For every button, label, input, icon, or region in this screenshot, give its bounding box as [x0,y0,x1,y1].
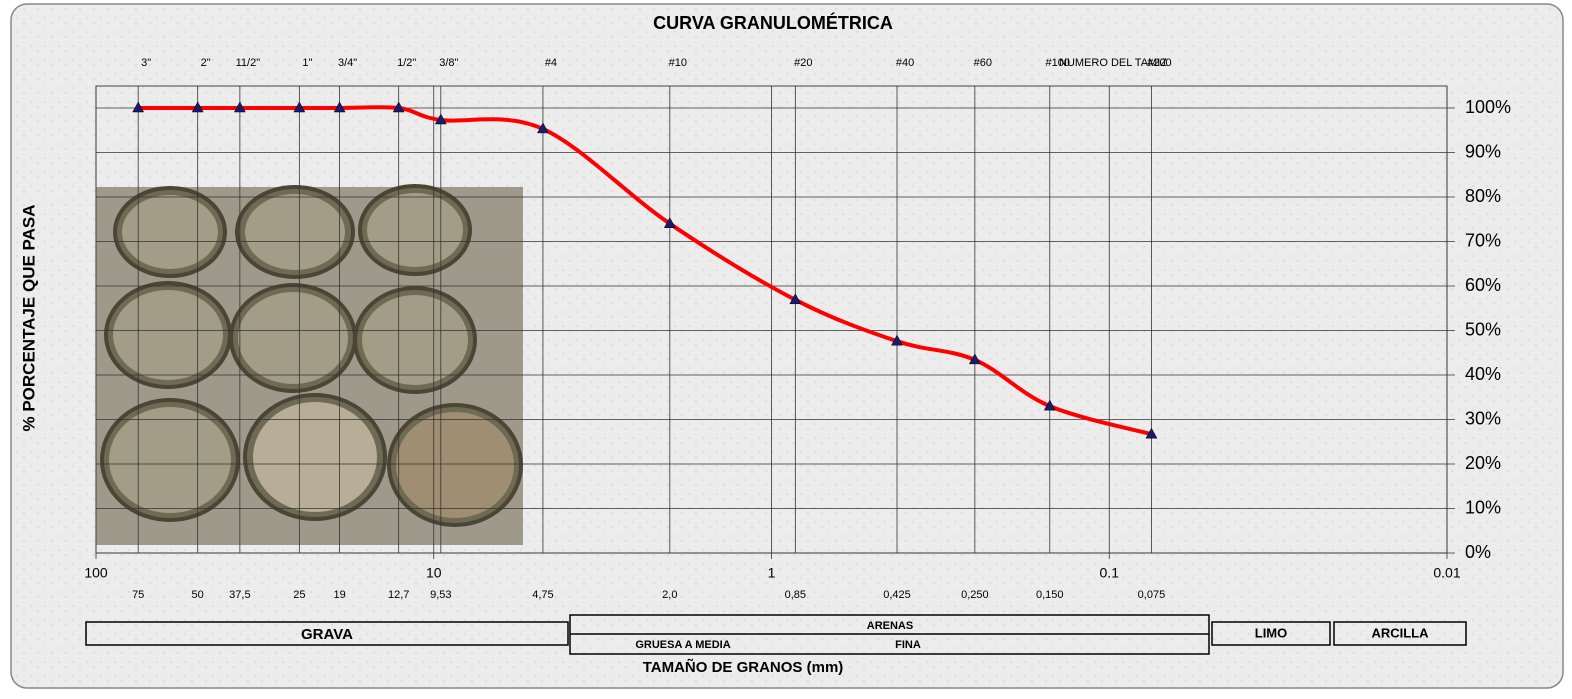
sieve-label: #200 [1147,57,1171,69]
point-marker [789,293,802,305]
size-label: 37,5 [229,589,250,601]
size-label: 0,250 [961,589,989,601]
size-label: 50 [192,589,204,601]
sieve-label: 3/8" [439,57,458,69]
sieve-label: #100 [1046,57,1070,69]
point-marker [891,334,903,346]
sieve-header: NUMERO DEL TAMIZ [1059,57,1167,69]
chart-title: CURVA GRANULOMÉTRICA [653,12,893,33]
sieve-label: #4 [545,57,557,69]
soil-class-boxes [85,614,1467,655]
y-tick-label: 10% [1465,497,1501,517]
soil-class: LIMO [1255,625,1288,640]
y-tick-label: 60% [1465,275,1501,295]
size-label: 0,85 [785,589,806,601]
point-marker [537,122,549,134]
point-marker [1043,399,1056,411]
soil-subclass: GRUESA A MEDIA [635,639,730,651]
y-tick-label: 80% [1465,186,1501,206]
sieve-photo [96,184,523,545]
x-tick-label: 100 [84,565,108,581]
y-tick-label: 90% [1465,141,1501,161]
size-label: 75 [132,589,144,601]
sieve-label: #40 [896,57,914,69]
size-label: 0,425 [883,589,911,601]
size-label: 2,0 [662,589,677,601]
point-marker [293,101,306,113]
y-tick-label: 0% [1465,542,1491,562]
size-label: 0,150 [1036,589,1064,601]
y-tick-label: 70% [1465,230,1501,250]
x-tick-label: 0.01 [1433,565,1460,581]
y-tick-label: 20% [1465,453,1501,473]
size-label: 4,75 [532,589,553,601]
sieve-label: 3" [141,57,151,69]
point-marker [233,101,246,113]
point-marker [132,101,145,113]
point-marker [968,353,981,365]
sieve-label: 3/4" [338,57,357,69]
point-marker [392,101,405,113]
y-axis-label: % PORCENTAJE QUE PASA [19,204,38,431]
sieve-label: 11/2" [236,57,261,69]
y-tick-label: 40% [1465,364,1501,384]
sieve-label: 1/2" [397,57,416,69]
soil-class: GRAVA [301,626,353,643]
x-tick-label: 0.1 [1100,565,1120,581]
size-label: 25 [293,589,305,601]
x-tick-label: 10 [426,565,442,581]
x-tick-label: 1 [768,565,776,581]
soil-class: ARENAS [867,620,913,632]
sieve-label: #20 [794,57,812,69]
soil-class: ARCILLA [1371,625,1429,640]
size-label: 19 [333,589,345,601]
point-marker [191,101,204,113]
sieve-label: 2" [201,57,211,69]
sieve-label: #60 [974,57,992,69]
size-label: 0,075 [1138,589,1166,601]
y-tick-label: 30% [1465,408,1501,428]
y-tick-label: 100% [1465,97,1511,117]
sieve-label: 1" [302,57,312,69]
size-label: 12,7 [388,589,409,601]
point-marker [434,113,447,125]
point-marker [663,217,676,228]
point-marker [1145,427,1158,439]
size-label: 9,53 [430,589,451,601]
y-tick-label: 50% [1465,319,1501,339]
x-axis-label: TAMAÑO DE GRANOS (mm) [643,658,844,676]
sieve-label: #10 [669,57,687,69]
soil-subclass: FINA [895,639,921,651]
point-marker [333,101,346,113]
